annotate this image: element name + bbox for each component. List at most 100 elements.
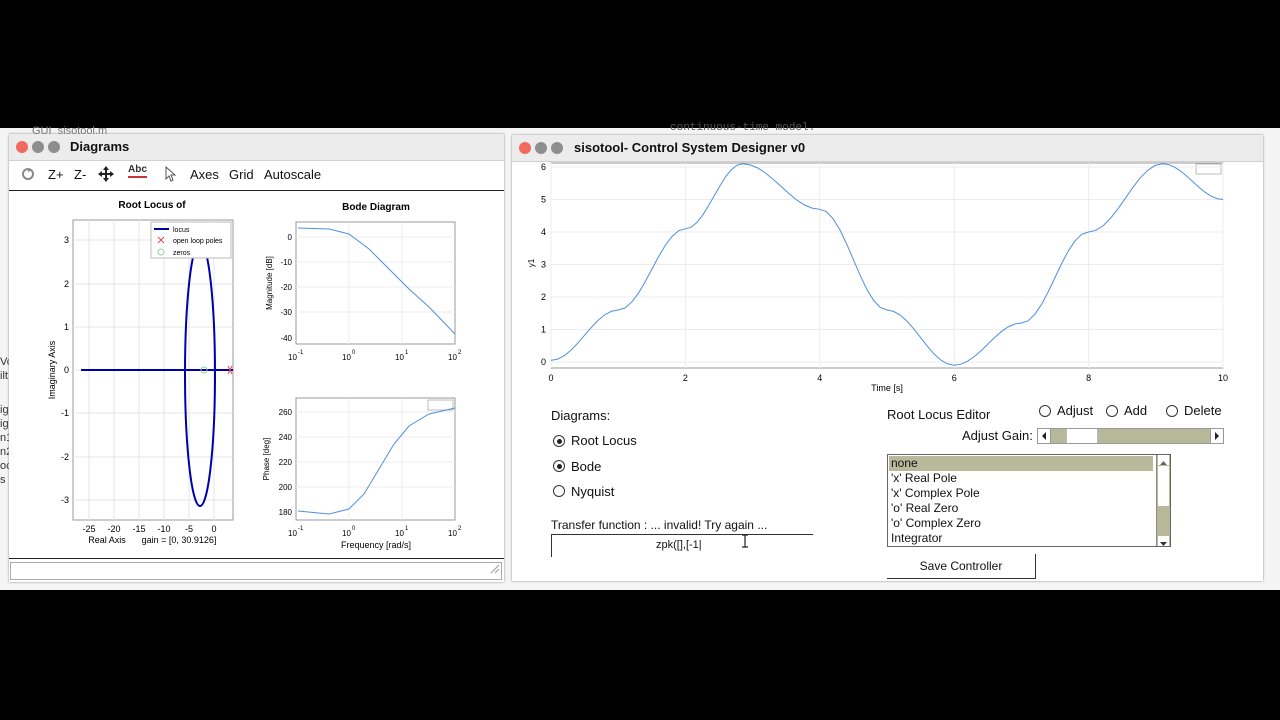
step-ytick: 0 <box>541 357 546 367</box>
text-cursor-icon <box>741 534 749 553</box>
diagrams-titlebar: Diagrams <box>9 134 504 161</box>
window-title: sisotool- Control System Designer v0 <box>574 140 806 155</box>
maximize-icon[interactable] <box>551 142 563 154</box>
legend-zeros: zeros <box>173 250 191 257</box>
zoom-in-button[interactable]: Z+ <box>48 167 64 182</box>
list-item[interactable]: 'o' Complex Zero <box>891 516 981 530</box>
rotate-icon[interactable] <box>21 167 35 186</box>
autoscale-button[interactable]: Autoscale <box>264 167 322 182</box>
phase-ytick: 180 <box>279 508 293 517</box>
radio-add[interactable] <box>1106 405 1118 417</box>
radio-root-locus-label[interactable]: Root Locus <box>571 433 637 448</box>
list-item[interactable]: Integrator <box>891 531 943 545</box>
bode-title: Bode Diagram <box>342 202 410 213</box>
step-ytick: 5 <box>541 195 546 205</box>
rl-ytick: 0 <box>64 365 69 375</box>
step-ytick: 4 <box>541 227 546 237</box>
step-ytick: 3 <box>541 260 546 270</box>
axes-button[interactable]: Axes <box>190 167 219 182</box>
radio-add-label[interactable]: Add <box>1124 403 1148 418</box>
svg-text:-1: -1 <box>298 350 304 356</box>
list-item[interactable]: 'x' Complex Pole <box>891 486 980 500</box>
radio-bode[interactable] <box>553 460 565 472</box>
radio-nyquist-label[interactable]: Nyquist <box>571 484 615 499</box>
plots-canvas: Root Locus of locus open loop poles zero… <box>47 200 462 550</box>
status-bar <box>10 562 502 580</box>
bode-mag-axes <box>295 221 456 345</box>
scroll-down-icon[interactable] <box>1158 536 1169 546</box>
rl-ytick: -2 <box>61 452 69 462</box>
svg-text:1: 1 <box>405 350 409 356</box>
mag-xtick: 10 <box>288 353 297 362</box>
rl-xtick: -10 <box>157 524 170 534</box>
compensator-list[interactable]: none 'x' Real Pole 'x' Complex Pole 'o' … <box>887 454 1171 547</box>
radio-root-locus[interactable] <box>553 435 565 447</box>
save-controller-button[interactable]: Save Controller <box>887 554 1036 579</box>
slider-left-arrow-icon[interactable] <box>1038 429 1051 443</box>
list-selection-highlight <box>889 456 1153 471</box>
tf-input-value: zpk([],[-1| <box>656 539 702 551</box>
phase-ytick: 240 <box>279 433 293 442</box>
adjust-gain-label: Adjust Gain: <box>962 428 1033 443</box>
svg-text:2: 2 <box>458 526 462 532</box>
radio-adjust[interactable] <box>1039 405 1051 417</box>
zero-marker <box>200 366 208 374</box>
tf-label: Transfer function : ... invalid! Try aga… <box>551 518 768 532</box>
phase-legend-box <box>427 399 454 411</box>
phase-xtick: 10 <box>342 529 351 538</box>
list-item[interactable]: 'x' Real Pole <box>891 471 957 485</box>
rl-gain-text: gain = [0, 30.9126] <box>142 535 217 545</box>
zoom-out-button[interactable]: Z- <box>74 167 87 182</box>
rl-ylabel: Imaginary Axis <box>47 340 57 399</box>
step-ytick: 1 <box>541 325 546 335</box>
legend-locus: locus <box>173 227 190 234</box>
rl-editor-label: Root Locus Editor <box>887 407 991 422</box>
grid-button[interactable]: Grid <box>229 167 254 182</box>
close-icon[interactable] <box>16 141 28 153</box>
rl-xtick: -5 <box>185 524 193 534</box>
pointer-icon[interactable] <box>164 165 177 187</box>
rl-ytick: -1 <box>61 408 69 418</box>
step-legend-box <box>1195 163 1222 175</box>
radio-delete-label[interactable]: Delete <box>1184 403 1222 418</box>
radio-delete[interactable] <box>1166 405 1178 417</box>
toolbar-divider <box>9 190 504 191</box>
pan-icon[interactable] <box>98 166 114 187</box>
svg-text:0: 0 <box>352 526 356 532</box>
designer-titlebar: sisotool- Control System Designer v0 <box>512 135 1263 162</box>
diagrams-window: Diagrams Z+ Z- Abc Axes Grid Autoscale R… <box>9 134 504 582</box>
radio-nyquist[interactable] <box>553 485 565 497</box>
slider-thumb[interactable] <box>1065 429 1098 443</box>
rl-ytick: 1 <box>64 322 69 332</box>
rl-xtick: -25 <box>82 524 95 534</box>
scroll-up-icon[interactable] <box>1158 455 1169 465</box>
window-title: Diagrams <box>70 139 130 154</box>
mag-ytick: -20 <box>280 283 292 292</box>
list-scrollbar[interactable] <box>1156 455 1170 546</box>
scroll-thumb[interactable] <box>1158 466 1169 506</box>
gain-slider[interactable] <box>1037 428 1224 444</box>
rl-ytick: 2 <box>64 279 69 289</box>
mag-ytick: 0 <box>288 233 293 242</box>
mag-xtick: 10 <box>448 353 457 362</box>
minimize-icon[interactable] <box>32 141 44 153</box>
minimize-icon[interactable] <box>535 142 547 154</box>
mag-ytick: -10 <box>280 258 292 267</box>
text-tool-button[interactable]: Abc <box>128 164 147 178</box>
step-xtick: 8 <box>1086 373 1091 383</box>
list-item[interactable]: 'o' Real Zero <box>891 501 959 515</box>
resize-grip-icon[interactable] <box>490 561 500 579</box>
tf-input[interactable]: zpk([],[-1| <box>551 534 813 557</box>
close-icon[interactable] <box>519 142 531 154</box>
maximize-icon[interactable] <box>48 141 60 153</box>
rl-xtick: -20 <box>107 524 120 534</box>
rl-xlabel: Real Axis <box>88 535 126 545</box>
root-locus-title: Root Locus of <box>118 200 186 211</box>
list-item[interactable]: none <box>891 456 918 470</box>
bode-phase-axes <box>295 397 456 521</box>
phase-xtick: 10 <box>288 529 297 538</box>
radio-adjust-label[interactable]: Adjust <box>1057 403 1094 418</box>
radio-bode-label[interactable]: Bode <box>571 459 602 474</box>
slider-right-arrow-icon[interactable] <box>1210 429 1223 443</box>
